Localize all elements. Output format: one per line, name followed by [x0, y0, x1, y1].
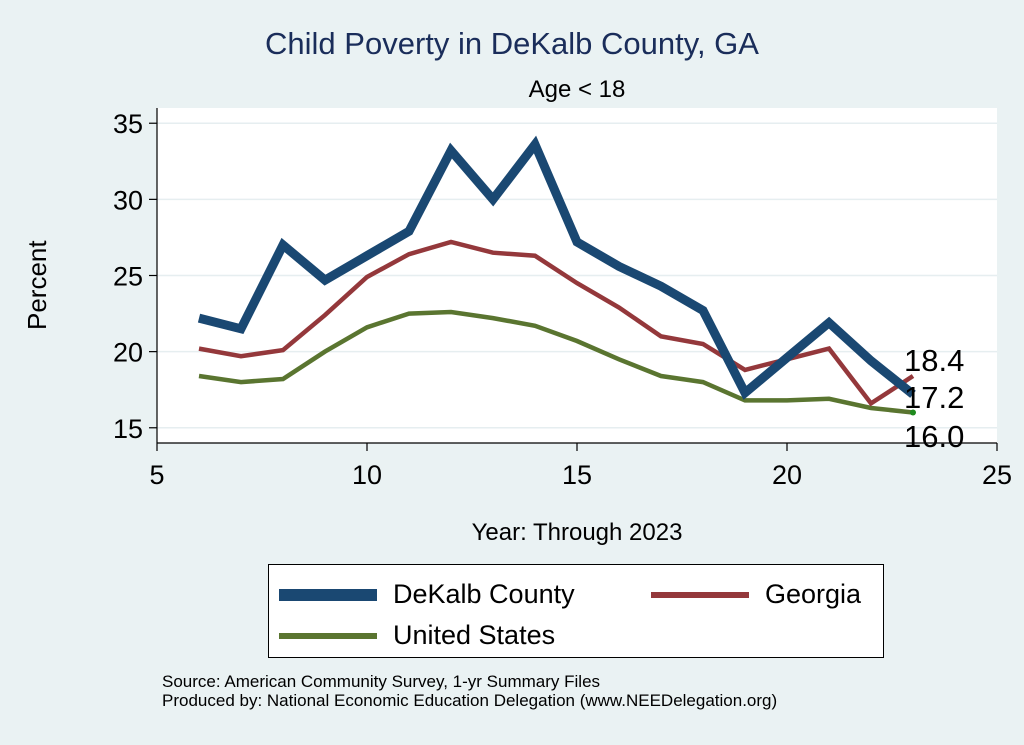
legend-label-united-states: United States [393, 620, 556, 650]
y-tick-label-30: 30 [113, 185, 143, 215]
y-tick-label-15: 15 [113, 414, 143, 444]
legend: DeKalb County Georgia United States [268, 564, 884, 658]
end-label-dekalb-county: 17.2 [904, 380, 964, 415]
x-axis-label: Year: Through 2023 [471, 519, 683, 546]
producer-note: Produced by: National Economic Education… [162, 691, 778, 710]
series-line-united-states [198, 309, 914, 415]
chart-subtitle: Age < 18 [528, 76, 626, 103]
legend-swatch-georgia [651, 591, 749, 598]
x-tick-label-5: 5 [149, 460, 164, 490]
y-tick-label-20: 20 [113, 338, 143, 368]
y-tick-label-35: 35 [113, 109, 143, 139]
legend-label-georgia: Georgia [765, 579, 862, 609]
legend-label-dekalb: DeKalb County [393, 579, 575, 609]
series-end-marker-united-states [910, 409, 916, 416]
source-note: Source: American Community Survey, 1-yr … [162, 672, 601, 691]
legend-item-dekalb: DeKalb County [279, 579, 575, 610]
legend-swatch-dekalb [279, 588, 377, 601]
x-tick-label-15: 15 [562, 460, 592, 490]
x-tick-label-10: 10 [352, 460, 382, 490]
legend-swatch-united-states [279, 632, 377, 639]
legend-item-united-states: United States [279, 620, 555, 651]
x-tick-label-25: 25 [982, 460, 1012, 490]
x-tick-label-20: 20 [772, 460, 802, 490]
end-label-united-states: 16.0 [904, 419, 964, 454]
end-label-georgia: 18.4 [904, 343, 964, 378]
series-line-dekalb-county [197, 135, 916, 400]
legend-item-georgia: Georgia [651, 579, 861, 610]
chart-title: Child Poverty in DeKalb County, GA [265, 26, 759, 61]
y-tick-label-25: 25 [113, 262, 143, 292]
